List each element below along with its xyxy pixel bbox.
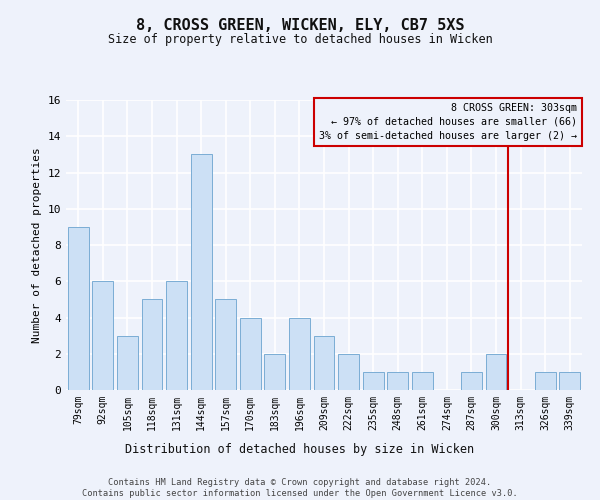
Bar xyxy=(215,300,236,390)
Bar xyxy=(240,318,261,390)
Text: Distribution of detached houses by size in Wicken: Distribution of detached houses by size … xyxy=(125,442,475,456)
Text: Contains HM Land Registry data © Crown copyright and database right 2024.
Contai: Contains HM Land Registry data © Crown c… xyxy=(82,478,518,498)
Bar xyxy=(265,354,286,390)
Text: Size of property relative to detached houses in Wicken: Size of property relative to detached ho… xyxy=(107,32,493,46)
Bar xyxy=(412,372,433,390)
Bar xyxy=(387,372,408,390)
Bar xyxy=(362,372,383,390)
Bar xyxy=(338,354,359,390)
Bar xyxy=(485,354,506,390)
Bar xyxy=(92,281,113,390)
Bar xyxy=(117,336,138,390)
Text: 8 CROSS GREEN: 303sqm
← 97% of detached houses are smaller (66)
3% of semi-detac: 8 CROSS GREEN: 303sqm ← 97% of detached … xyxy=(319,103,577,141)
Y-axis label: Number of detached properties: Number of detached properties xyxy=(32,147,42,343)
Bar xyxy=(559,372,580,390)
Bar xyxy=(314,336,334,390)
Bar xyxy=(289,318,310,390)
Bar xyxy=(461,372,482,390)
Bar xyxy=(166,281,187,390)
Text: 8, CROSS GREEN, WICKEN, ELY, CB7 5XS: 8, CROSS GREEN, WICKEN, ELY, CB7 5XS xyxy=(136,18,464,32)
Bar xyxy=(142,300,163,390)
Bar xyxy=(535,372,556,390)
Bar xyxy=(68,227,89,390)
Bar xyxy=(191,154,212,390)
